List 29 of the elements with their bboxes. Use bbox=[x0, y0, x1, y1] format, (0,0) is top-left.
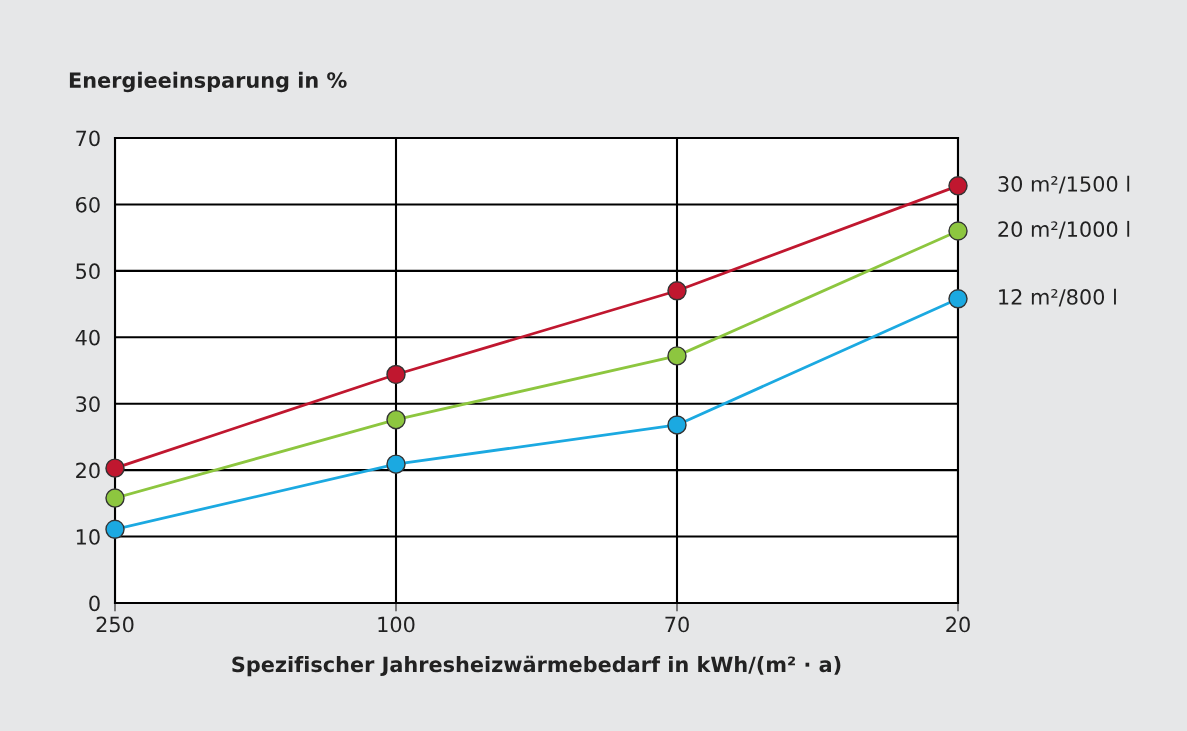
point bbox=[948, 221, 968, 241]
x-tick-label: 100 bbox=[378, 616, 415, 633]
y-tick-label: 60 bbox=[76, 196, 100, 213]
series-label: 12 m²/800 l bbox=[999, 288, 1116, 307]
point bbox=[386, 454, 406, 474]
point bbox=[948, 176, 968, 196]
x-tick-label: 20 bbox=[946, 616, 970, 633]
y-tick-label: 50 bbox=[76, 263, 100, 280]
y-tick-label: 0 bbox=[89, 595, 100, 612]
point bbox=[667, 346, 687, 366]
y-tick-label: 10 bbox=[76, 529, 100, 545]
point bbox=[105, 458, 125, 478]
series-label: 30 m²/1500 l bbox=[998, 175, 1130, 194]
point bbox=[105, 488, 125, 508]
point bbox=[667, 281, 687, 301]
x-axis-title: Spezifischer Jahresheizwärmebedarf in kWh/(m² · a) bbox=[232, 655, 841, 677]
y-axis-title: Energieeinsparung in % bbox=[69, 71, 347, 93]
point bbox=[386, 409, 406, 430]
y-tick-label: 70 bbox=[76, 130, 100, 147]
y-tick-label: 30 bbox=[76, 396, 100, 412]
y-tick-label: 20 bbox=[76, 462, 100, 479]
point bbox=[386, 364, 406, 385]
series-label: 20 m²/1000 l bbox=[998, 220, 1130, 239]
x-tick-label: 250 bbox=[96, 616, 134, 633]
point bbox=[948, 289, 968, 309]
x-tick-label: 70 bbox=[665, 616, 689, 633]
point bbox=[667, 415, 687, 435]
y-tick-label: 40 bbox=[75, 329, 100, 346]
point bbox=[105, 519, 125, 539]
